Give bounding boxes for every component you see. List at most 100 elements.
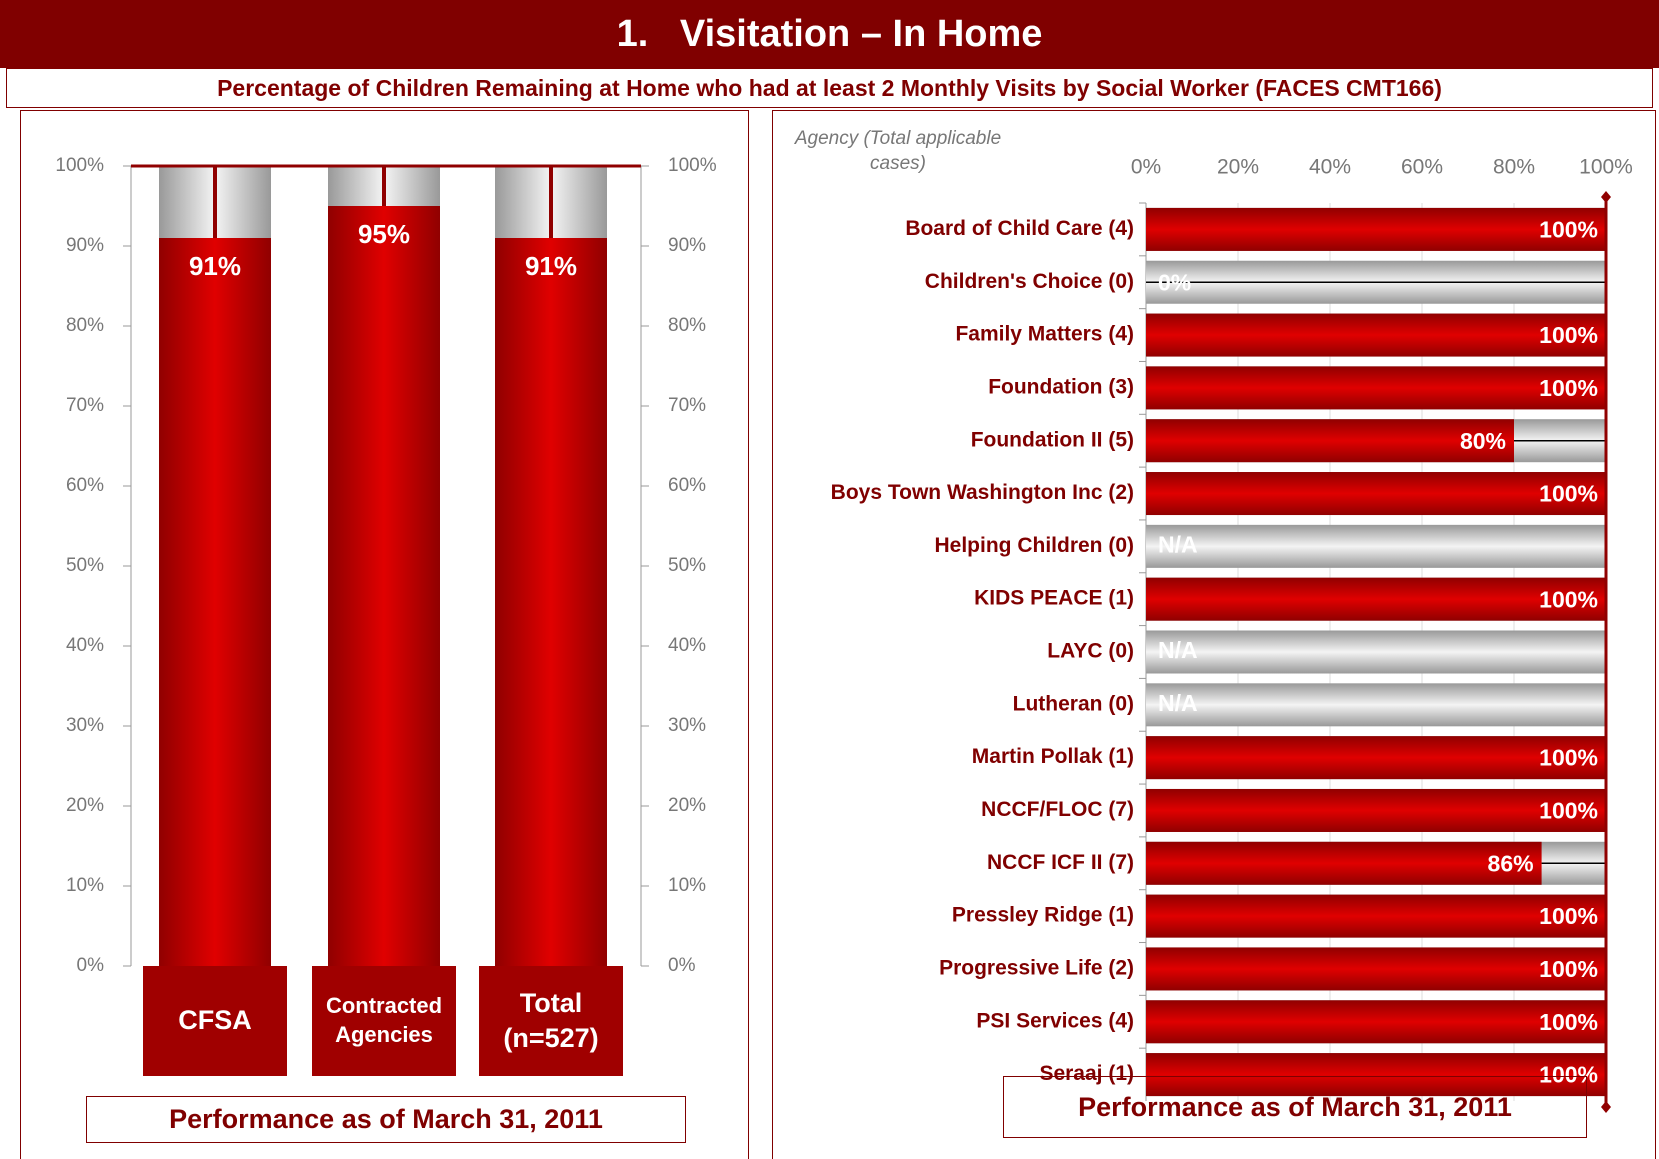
axis-title-box: Agency (Total applicable cases) [794,128,1002,174]
category-label: Pressley Ridge (1) [952,904,1134,927]
y2-tick-label: 60% [668,475,706,496]
bar [1146,207,1606,251]
category-label: Progressive Life (2) [939,956,1134,979]
y-tick-label: 80% [66,315,104,336]
y-tick-label: 90% [66,235,104,256]
x-tick-label: 40% [1309,156,1351,179]
y-tick-label: 40% [66,635,104,656]
category-label: Family Matters (4) [955,323,1134,346]
title: 1. Visitation – In Home [0,0,1659,68]
value-label: 0% [1158,269,1191,295]
bar [1146,472,1606,516]
category-label: Seraaj (1) [1039,1062,1134,1085]
x-tick-label: 20% [1217,156,1259,179]
value-label: 95% [358,219,410,249]
value-label: N/A [1158,690,1198,716]
y-tick-label: 60% [66,475,104,496]
value-label: 86% [1488,850,1534,876]
y2-tick-label: 80% [668,315,706,336]
category-label: LAYC (0) [1047,640,1134,663]
y2-tick-label: 20% [668,795,706,816]
right-panel: Agency (Total applicable cases) 0% 20% 40% 6… [772,110,1656,1159]
y2-tick-label: 90% [668,235,706,256]
y-tick-label: 100% [55,155,104,176]
value-label: 100% [1539,216,1598,242]
category-label: NCCF/FLOC (7) [981,798,1134,821]
category-label: Total (n=527) [479,966,623,1076]
y-tick-label: 30% [66,715,104,736]
value-label: 100% [1539,586,1598,612]
value-label: 91% [189,251,241,281]
value-label: 100% [1539,956,1598,982]
subtitle: Percentage of Children Remaining at Home… [6,68,1653,108]
value-label: 100% [1539,745,1598,771]
line-end [1601,1101,1611,1113]
chart: Agency (Total applicable cases) 0% 20% 40% 6… [794,128,1633,1113]
category-label: Lutheran (0) [1013,692,1134,715]
y2-tick-label: 100% [668,155,717,176]
category-label: Boys Town Washington Inc (2) [831,481,1134,504]
bar-track [1146,524,1606,568]
bar [1146,366,1606,410]
bar [495,238,607,966]
category-label: NCCF ICF II (7) [987,851,1134,874]
value-label: 100% [1539,481,1598,507]
y2-tick-label: 0% [668,955,696,976]
value-label: 100% [1539,1062,1598,1088]
category-label: PSI Services (4) [976,1009,1134,1032]
bar [1146,841,1542,885]
x-tick-label: 100% [1579,156,1633,179]
footnote: Performance as of March 31, 2011 [86,1096,686,1143]
y-tick-label: 50% [66,555,104,576]
value-label: 100% [1539,375,1598,401]
value-label: N/A [1158,531,1198,557]
bar [1146,788,1606,832]
bar [1146,894,1606,938]
value-label: 91% [525,251,577,281]
bar [1146,419,1514,463]
category-label: Contracted Agencies [312,966,456,1076]
chart: 0% 0% 10% 10% 20% 20% 30% 30% 40% 40% 50% 50% 60% 60%… [55,155,717,976]
y2-tick-label: 30% [668,715,706,736]
category-label: Board of Child Care (4) [905,217,1134,240]
left-panel: 0% 0% 10% 10% 20% 20% 30% 30% 40% 40% 50% 50% 60% 60%… [20,110,749,1159]
axis-title: Agency (Total applicable cases) [794,128,1002,174]
x-tick-label: 0% [1131,156,1161,179]
bar-track [1146,683,1606,727]
line-end [1601,191,1611,203]
category-label: Martin Pollak (1) [972,745,1134,768]
category-label: CFSA [143,966,287,1076]
value-label: 100% [1539,1009,1598,1035]
x-tick-label: 80% [1493,156,1535,179]
y-tick-label: 20% [66,795,104,816]
bar-track [1146,630,1606,674]
bar [1146,947,1606,991]
bar [1146,736,1606,780]
category-label: KIDS PEACE (1) [974,587,1134,610]
x-tick-label: 60% [1401,156,1443,179]
footnote: Performance as of March 31, 2011 [1003,1076,1587,1138]
y2-tick-label: 50% [668,555,706,576]
y-tick-label: 70% [66,395,104,416]
y2-tick-label: 40% [668,635,706,656]
bar [328,206,440,966]
value-label: 100% [1539,798,1598,824]
y-tick-label: 10% [66,875,104,896]
bar [1146,1053,1606,1097]
category-label: Helping Children (0) [935,534,1135,557]
value-label: 80% [1460,428,1506,454]
bar [1146,1000,1606,1044]
category-label: Foundation II (5) [971,428,1134,451]
value-label: 100% [1539,903,1598,929]
bar [1146,577,1606,621]
bar [159,238,271,966]
y2-tick-label: 70% [668,395,706,416]
y2-tick-label: 10% [668,875,706,896]
category-label: Foundation (3) [988,375,1134,398]
value-label: N/A [1158,637,1198,663]
category-label: Children's Choice (0) [925,270,1134,293]
value-label: 100% [1539,322,1598,348]
y-tick-label: 0% [77,955,105,976]
bar [1146,313,1606,357]
